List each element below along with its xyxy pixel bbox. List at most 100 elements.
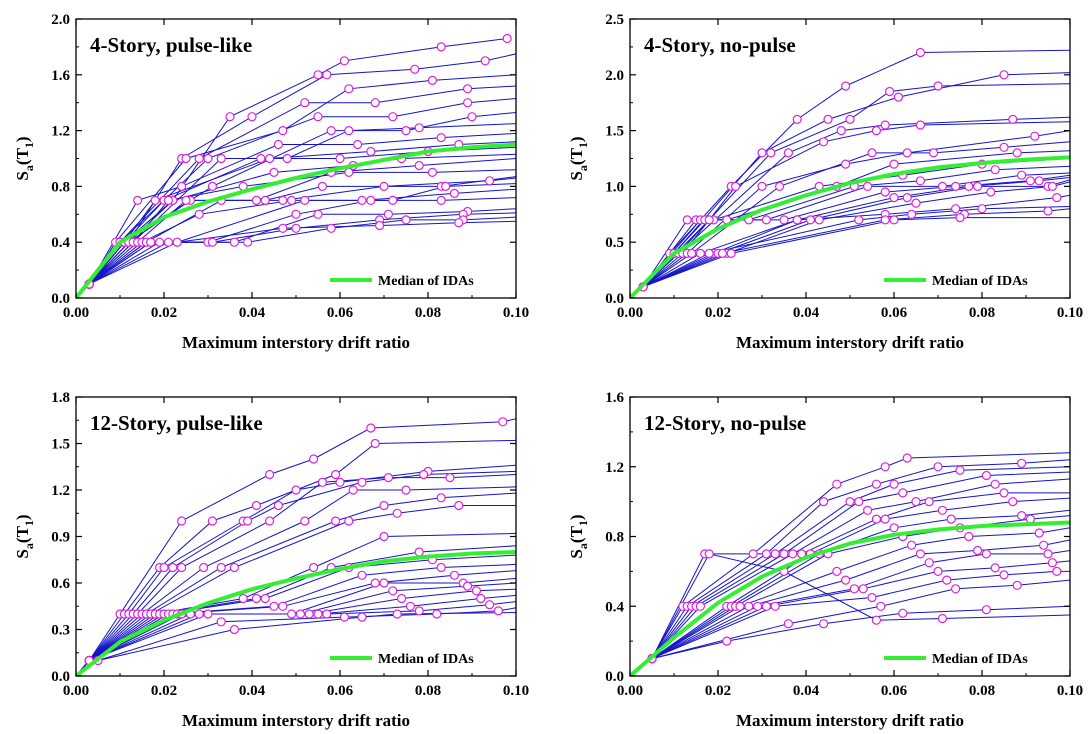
ida-marker — [251, 500, 261, 511]
ida-marker — [986, 187, 996, 197]
ida-marker — [990, 479, 1000, 489]
y-tick-label: 0.9 — [51, 530, 70, 546]
x-axis-title: Maximum interstory drift ratio — [736, 711, 964, 730]
ida-marker — [1016, 170, 1027, 180]
ida-marker — [427, 167, 437, 177]
y-tick-label: 0.0 — [605, 669, 624, 685]
x-tick-label: 0.02 — [705, 683, 731, 699]
ida-marker — [1047, 558, 1058, 568]
ida-marker — [735, 601, 745, 611]
ida-marker — [915, 176, 926, 186]
panel-12-story-pulse-like: 0.00 0.02 0.04 0.06 0.08 0.10 0.0 0.3 0.6 0.9 1.2 1… — [13, 390, 529, 730]
ida-marker — [1016, 510, 1027, 521]
ida-curve — [76, 208, 516, 298]
ida-marker — [884, 86, 895, 97]
y-tick-label: 2.5 — [605, 12, 624, 28]
ida-marker — [823, 114, 833, 125]
ida-marker — [216, 617, 226, 627]
ida-marker — [313, 70, 323, 80]
ida-marker — [1030, 131, 1040, 141]
ida-marker — [933, 566, 943, 577]
ida-marker — [832, 566, 842, 577]
ida-marker — [379, 531, 389, 542]
ida-marker — [950, 204, 961, 214]
ida-marker — [937, 505, 948, 515]
x-tick-label: 0.00 — [617, 305, 643, 321]
ida-marker — [972, 545, 983, 556]
ida-marker — [779, 549, 789, 559]
ida-marker — [260, 593, 270, 604]
ida-marker — [695, 601, 706, 611]
ida-marker — [990, 165, 1000, 175]
ida-marker — [278, 195, 288, 205]
ida-marker — [915, 47, 926, 58]
ida-marker — [449, 570, 459, 580]
ida-marker — [964, 181, 974, 191]
x-tick-label: 0.04 — [239, 305, 266, 321]
ida-curve — [76, 418, 516, 676]
y-tick-label: 1.5 — [605, 124, 624, 140]
ida-marker — [370, 578, 380, 588]
ida-marker — [981, 470, 992, 481]
ida-marker — [199, 562, 209, 573]
ida-marker — [704, 215, 714, 225]
panel-title: 12-Story, no-pulse — [644, 411, 806, 435]
y-tick-label: 0.0 — [51, 291, 70, 307]
ida-marker — [748, 549, 758, 559]
y-tick-label: 2.0 — [605, 68, 624, 84]
ida-marker — [436, 493, 446, 503]
ida-curve — [630, 194, 1070, 298]
ida-marker — [313, 112, 323, 122]
x-tick-label: 0.06 — [327, 305, 354, 321]
ida-marker — [300, 98, 310, 108]
ida-marker — [1025, 176, 1036, 186]
ida-marker — [871, 479, 882, 489]
median-curve — [630, 155, 1070, 298]
legend-label: Median of IDAs — [932, 274, 1028, 289]
ida-marker — [981, 549, 992, 559]
ida-curve — [76, 212, 516, 298]
ida-marker — [840, 81, 851, 91]
ida-marker — [287, 195, 297, 205]
legend-label: Median of IDAs — [932, 652, 1028, 667]
ida-marker — [770, 549, 780, 559]
ida-marker — [880, 514, 890, 524]
ida-marker — [155, 237, 165, 247]
ida-marker — [999, 570, 1009, 580]
ida-marker — [339, 612, 349, 622]
ida-marker — [335, 153, 345, 164]
x-tick-label: 0.00 — [617, 683, 643, 699]
ida-marker — [317, 181, 327, 191]
panel-title: 12-Story, pulse-like — [90, 411, 263, 435]
x-tick-label: 0.08 — [969, 683, 995, 699]
ida-marker — [942, 575, 952, 585]
ida-marker — [282, 153, 292, 164]
plot-area — [630, 47, 1070, 298]
y-tick-label: 0.0 — [51, 669, 70, 685]
ida-marker — [704, 549, 714, 559]
ida-marker — [871, 615, 882, 625]
ida-marker — [379, 500, 389, 511]
x-tick-label: 0.02 — [705, 305, 731, 321]
ida-marker — [344, 167, 354, 177]
ida-marker — [471, 586, 481, 596]
y-axis-title: Sa(T1) — [567, 514, 590, 558]
x-tick-label: 0.04 — [793, 305, 820, 321]
ida-marker — [229, 237, 239, 247]
ida-marker — [326, 126, 336, 136]
ida-marker — [181, 195, 191, 205]
y-tick-label: 2.0 — [51, 12, 70, 28]
ida-marker — [933, 81, 943, 91]
ida-marker — [999, 142, 1009, 152]
ida-marker — [854, 215, 864, 225]
plot-area — [76, 417, 516, 676]
ida-marker — [401, 126, 411, 136]
ida-marker — [203, 609, 213, 619]
y-tick-label: 0.3 — [51, 623, 70, 639]
y-axis-title: Sa(T1) — [13, 514, 36, 558]
ida-marker — [331, 469, 341, 480]
x-tick-label: 0.08 — [415, 683, 441, 699]
ida-marker — [898, 608, 908, 618]
ida-marker — [194, 153, 204, 164]
x-tick-label: 0.10 — [503, 305, 529, 321]
